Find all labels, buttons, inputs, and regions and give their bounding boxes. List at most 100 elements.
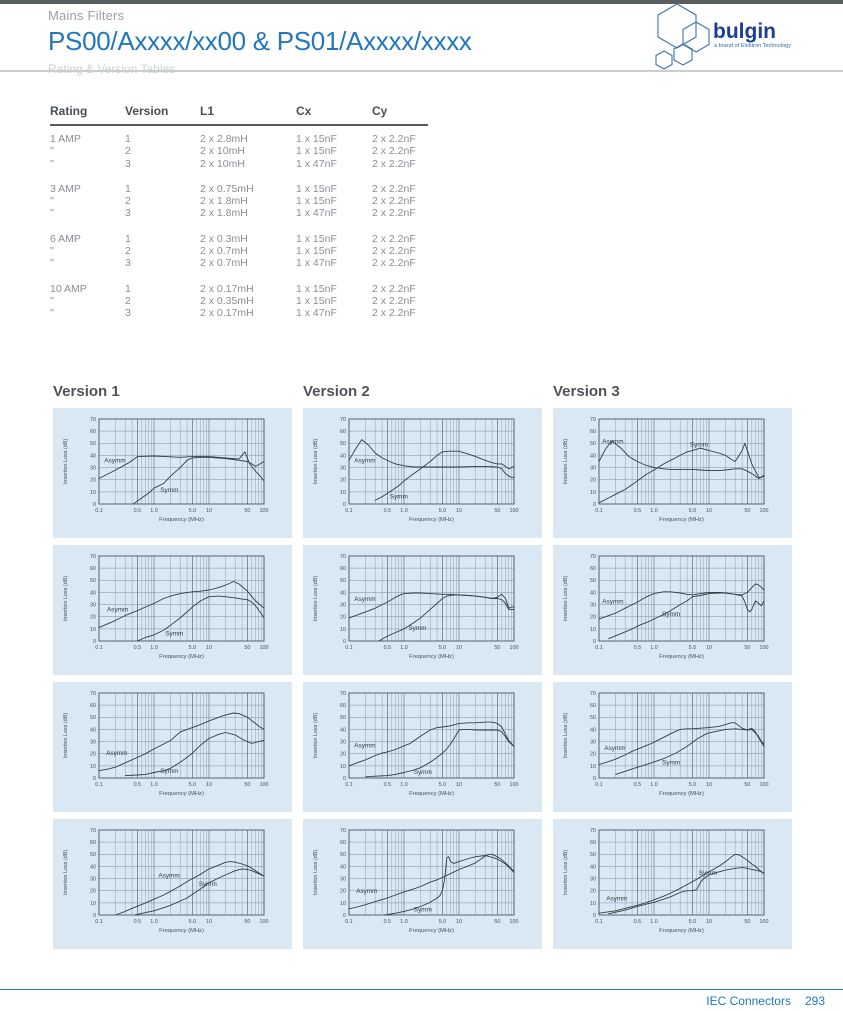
y-axis-label: Insertion Loss (dB) [563,713,569,758]
svg-text:70: 70 [340,691,346,697]
svg-text:50: 50 [494,645,500,651]
series-label-asymm: Asymm [606,895,627,902]
svg-text:1.0: 1.0 [400,645,408,651]
svg-text:0: 0 [93,502,96,508]
series-label-asymm: Asymm [602,438,623,445]
table-cell-cy: 2 x 2.2nF [372,257,416,270]
x-axis-label: Frequency (MHz) [159,791,204,797]
svg-text:0.5: 0.5 [384,919,392,925]
series-label-asymm: Asymm [104,458,125,465]
x-axis-label: Frequency (MHz) [159,928,204,934]
version-3-heading: Version 3 [553,383,620,400]
svg-text:50: 50 [340,715,346,721]
svg-text:0: 0 [93,776,96,782]
table-cell-rating: " [50,145,54,158]
svg-text:5.0: 5.0 [439,508,447,514]
series-label-symm: Symm [165,631,183,638]
svg-text:1.0: 1.0 [150,645,158,651]
svg-text:10: 10 [456,782,462,788]
y-axis-label: Insertion Loss (dB) [63,439,69,484]
table-cell-l1: 2 x 10mH [200,145,245,158]
svg-text:20: 20 [340,889,346,895]
curve-asymm [598,440,765,479]
curve-symm [615,728,765,775]
svg-text:1.0: 1.0 [650,782,658,788]
svg-text:50: 50 [244,645,250,651]
page-top-bar [0,0,843,4]
svg-text:0.1: 0.1 [345,782,353,788]
table-cell-cy: 2 x 2.2nF [372,145,416,158]
series-label-asymm: Asymm [354,596,375,603]
svg-text:60: 60 [340,566,346,572]
curve-symm [608,583,765,640]
svg-text:20: 20 [90,752,96,758]
svg-text:10: 10 [340,764,346,770]
svg-text:50: 50 [744,645,750,651]
svg-text:5.0: 5.0 [689,508,697,514]
table-cell-l1: 2 x 2.8mH [200,133,248,145]
svg-text:50: 50 [590,441,596,447]
series-label-symm: Symm [699,870,717,877]
svg-text:40: 40 [590,453,596,459]
table-cell-l1: 2 x 10mH [200,157,245,170]
header-subtitle: Rating & Version Tables [48,62,176,76]
svg-text:100: 100 [760,645,769,651]
svg-text:70: 70 [90,691,96,697]
curve-asymm [348,439,515,478]
table-row: " 3 2 x 0.7mH 1 x 47nF 2 x 2.2nF [50,257,428,269]
svg-text:20: 20 [90,889,96,895]
svg-text:1.0: 1.0 [400,782,408,788]
svg-text:100: 100 [760,508,769,514]
table-column-header: Cx [296,104,372,126]
y-axis-label: Insertion Loss (dB) [63,576,69,621]
table-cell-cy: 2 x 2.2nF [372,232,416,245]
svg-text:100: 100 [260,645,269,651]
header-divider [0,70,843,72]
series-label-symm: Symm [408,625,426,632]
svg-text:40: 40 [340,864,346,870]
page-title: PS00/Axxxx/xx00 & PS01/Axxxx/xxxx [48,26,472,56]
y-axis-label: Insertion Loss (dB) [313,576,319,621]
series-label-asymm: Asymm [354,743,375,750]
table-cell-rating: 10 AMP [50,282,87,295]
series-label-symm: Symm [662,611,680,618]
table-cell-version: 2 [125,145,131,158]
table-cell-cy: 2 x 2.2nF [372,157,416,170]
svg-text:30: 30 [90,603,96,609]
svg-text:0.5: 0.5 [134,782,142,788]
svg-text:0: 0 [343,502,346,508]
svg-text:0: 0 [93,913,96,919]
series-label-asymm: Asymm [604,745,625,752]
svg-text:40: 40 [590,727,596,733]
y-axis-label: Insertion Loss (dB) [563,850,569,895]
table-cell-cx: 1 x 15nF [296,195,337,208]
curve-symm [132,456,265,505]
logo-wordmark: bulgin [713,20,776,43]
table-cell-rating: " [50,294,54,307]
hexagons-icon [655,3,710,70]
svg-text:30: 30 [340,603,346,609]
svg-text:30: 30 [590,603,596,609]
svg-text:20: 20 [590,615,596,621]
footer-section-label: IEC Connectors [706,994,791,1008]
table-row: " 2 2 x 10mH 1 x 15nF 2 x 2.2nF [50,145,428,157]
svg-text:0: 0 [593,639,596,645]
page-footer: IEC Connectors 293 [706,994,825,1008]
table-cell-cx: 1 x 15nF [296,245,337,258]
svg-text:30: 30 [340,740,346,746]
svg-text:50: 50 [494,919,500,925]
svg-text:0: 0 [593,502,596,508]
curve-asymm [98,581,265,629]
svg-text:0.5: 0.5 [134,919,142,925]
series-label-symm: Symm [690,441,708,448]
svg-text:10: 10 [456,645,462,651]
table-cell-rating: " [50,157,54,170]
svg-text:10: 10 [340,627,346,633]
svg-text:60: 60 [90,840,96,846]
series-label-symm: Symm [160,768,178,775]
svg-text:5.0: 5.0 [189,919,197,925]
table-cell-l1: 2 x 0.75mH [200,182,254,195]
svg-text:100: 100 [260,919,269,925]
svg-text:0.5: 0.5 [634,508,642,514]
svg-text:1.0: 1.0 [400,508,408,514]
